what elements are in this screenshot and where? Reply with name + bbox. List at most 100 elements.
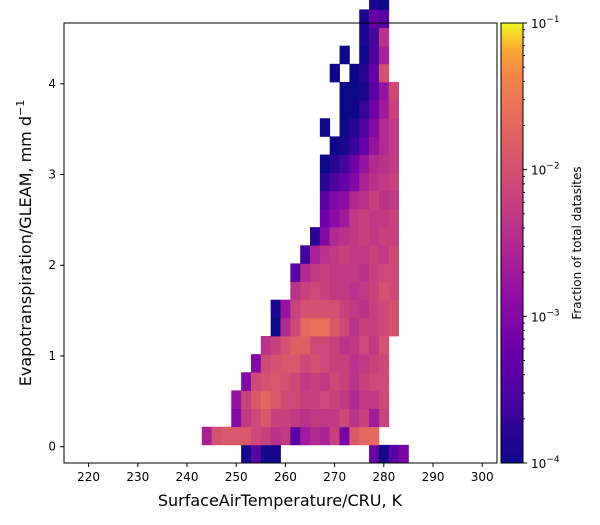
heatmap-cell xyxy=(329,281,340,301)
heatmap-cell xyxy=(300,263,311,282)
colorbar-tick-label: 10−2 xyxy=(531,162,560,178)
heatmap-cell xyxy=(369,263,380,282)
heatmap-cell xyxy=(329,190,340,210)
heatmap-cell xyxy=(310,390,321,409)
heatmap-cell xyxy=(329,136,340,155)
heatmap-cell xyxy=(241,444,252,464)
heatmap-cell xyxy=(290,299,301,319)
heatmap-cell xyxy=(388,263,399,282)
heatmap-cell xyxy=(339,81,350,101)
heatmap-cell xyxy=(349,63,360,83)
heatmap-cell xyxy=(270,408,281,428)
heatmap-cell xyxy=(359,317,370,337)
heatmap-cell xyxy=(369,426,380,446)
heatmap-cell xyxy=(300,408,311,428)
heatmap-cell xyxy=(280,299,291,319)
heatmap-cell xyxy=(359,245,370,264)
colorbar-ticks: 10−4 10−3 10−2 10−1 xyxy=(523,15,560,471)
heatmap-cell xyxy=(378,208,390,228)
heatmap-cell xyxy=(270,317,281,337)
heatmap-cell xyxy=(369,0,380,10)
heatmap-cell xyxy=(339,408,350,428)
heatmap-cell xyxy=(359,208,370,228)
heatmap-cell xyxy=(339,335,350,355)
heatmap-cell xyxy=(280,335,291,355)
heatmap-cell xyxy=(280,354,291,373)
heatmap-cell xyxy=(290,390,301,409)
heatmap-cell xyxy=(329,263,340,282)
heatmap-cell xyxy=(270,426,281,446)
heatmap-cell xyxy=(378,118,390,137)
heatmap-cell xyxy=(319,299,331,319)
heatmap-cell xyxy=(329,63,340,83)
y-tick-label: 4 xyxy=(48,77,56,91)
heatmap-cell xyxy=(388,154,399,174)
heatmap-cell xyxy=(329,390,340,409)
heatmap-cell xyxy=(349,317,360,337)
heatmap-cell xyxy=(250,390,262,409)
y-axis-label-superscript: −1 xyxy=(14,100,27,116)
heatmap-cell xyxy=(319,317,331,337)
heatmap-cell xyxy=(319,190,331,210)
heatmap-cell xyxy=(378,299,390,319)
x-tick-label: 270 xyxy=(323,470,346,484)
colorbar-tick-label: 10−4 xyxy=(531,455,560,471)
heatmap-cell xyxy=(359,118,370,137)
heatmap-cell xyxy=(388,118,399,137)
heatmap-cell xyxy=(378,227,390,246)
heatmap-cell xyxy=(369,190,380,210)
y-tick-label: 3 xyxy=(48,168,56,182)
y-axis-label: Evapotranspiration/GLEAM, mm d−1 xyxy=(14,100,35,386)
heatmap-cell xyxy=(369,408,380,428)
heatmap-cell xyxy=(290,281,301,301)
heatmap-cell xyxy=(369,354,380,373)
heatmap-cell xyxy=(398,444,409,464)
heatmap-cell xyxy=(388,299,399,319)
heatmap-cell xyxy=(359,281,370,301)
heatmap-cell xyxy=(310,317,321,337)
heatmap-cell xyxy=(388,444,399,464)
heatmap-cell xyxy=(339,354,350,373)
heatmap-cell xyxy=(369,372,380,391)
heatmap-cell xyxy=(388,172,399,192)
heatmap-cell xyxy=(349,118,360,137)
heatmap-cell xyxy=(319,227,331,246)
heatmap-cell xyxy=(349,190,360,210)
heatmap-cell xyxy=(339,227,350,246)
heatmap-cell xyxy=(280,390,291,409)
heatmap-cell xyxy=(378,372,390,391)
heatmap-cell xyxy=(369,317,380,337)
heatmap-cell xyxy=(221,426,232,446)
heatmap-cell xyxy=(388,208,399,228)
heatmap-cell xyxy=(250,408,262,428)
heatmap-cell xyxy=(388,281,399,301)
x-tick-label: 220 xyxy=(77,470,100,484)
heatmap-cell xyxy=(319,354,331,373)
heatmap-cell xyxy=(241,408,252,428)
heatmap-cell xyxy=(369,118,380,137)
heatmap-cell xyxy=(349,154,360,174)
heatmap-cell xyxy=(378,263,390,282)
heatmap-cell xyxy=(339,154,350,174)
heatmap-cell xyxy=(310,245,321,264)
heatmap-cell xyxy=(378,0,390,10)
heatmap-cell xyxy=(369,208,380,228)
heatmap-cell xyxy=(231,426,242,446)
heatmap-cell xyxy=(260,444,272,464)
x-tick-label: 260 xyxy=(274,470,297,484)
heatmap-cell xyxy=(250,372,262,391)
heatmap-cell xyxy=(329,154,340,174)
heatmap-cell xyxy=(290,372,301,391)
heatmap-cell xyxy=(290,354,301,373)
y-tick-label: 0 xyxy=(48,440,56,454)
heatmap-cell xyxy=(369,444,380,464)
heatmap-cell xyxy=(300,281,311,301)
heatmap-cell xyxy=(378,100,390,119)
heatmap-cell xyxy=(339,317,350,337)
heatmap-cell xyxy=(310,227,321,246)
heatmap-cell xyxy=(378,390,390,409)
heatmap-cell xyxy=(378,81,390,101)
heatmap-cell xyxy=(378,354,390,373)
colorbar-tick-label: 10−1 xyxy=(531,15,560,31)
heatmap-cell xyxy=(369,299,380,319)
